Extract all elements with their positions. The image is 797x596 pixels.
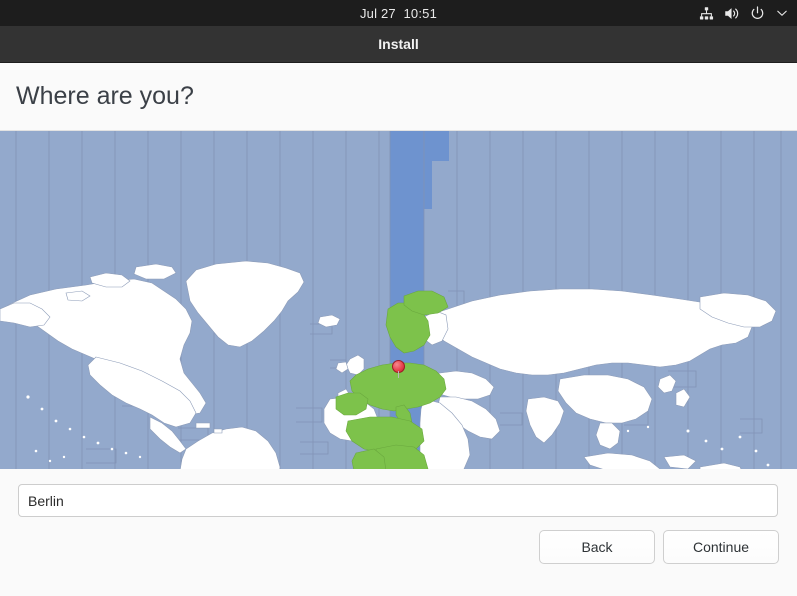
landmass-arctic-islands [89,272,131,288]
continue-button[interactable]: Continue [663,530,779,564]
region-spain [335,392,369,416]
landmass-iceland [317,314,341,328]
chevron-down-icon[interactable] [775,6,789,20]
region-northern-norway [403,290,449,316]
landmass-cuba [195,422,211,429]
landmass-new-guinea [699,462,742,469]
window-title-bar: Install [0,26,797,63]
landmass-russia [423,288,753,376]
world-map-svg[interactable]: .land { fill:#ffffff; stroke:#8d9cb8; st… [0,131,797,469]
landmass-south-america [180,426,281,469]
page-title: Where are you? [16,82,194,110]
landmass-indochina [595,422,621,450]
timezone-map[interactable]: .land { fill:#ffffff; stroke:#8d9cb8; st… [0,131,797,469]
landmass-alaska [0,302,51,328]
footer-buttons: Back Continue [539,530,779,564]
landmass-china [557,374,653,424]
landmass-siberia-east [699,292,777,328]
region-central-africa [375,444,429,469]
window-title: Install [378,36,419,52]
landmass-ireland [335,361,349,374]
volume-icon[interactable] [724,6,740,21]
footer-panel: Back Continue [0,469,797,596]
region-sahel [351,448,387,469]
pacific-islands [26,395,770,467]
landmass-arctic-islands-2 [133,263,177,280]
landmass-greenland [185,260,305,348]
landmass-hispaniola [213,428,223,434]
landmass-central-america [149,416,187,454]
landmass-indonesia [583,452,661,469]
page-heading-bar: Where are you? [0,63,797,131]
network-icon[interactable] [699,6,714,21]
power-icon[interactable] [750,5,765,21]
back-button[interactable]: Back [539,530,655,564]
landmass-usa [87,356,197,428]
landmass-japan-south [675,388,691,408]
landmass-sulawesi [663,454,697,469]
landmass-india [525,396,565,444]
landmass-arctic-islands-3 [65,290,91,302]
clock[interactable]: Jul 27 10:51 [359,5,438,21]
location-input[interactable] [18,484,778,517]
system-top-bar: Jul 27 10:51 [0,0,797,26]
landmass-japan [657,374,677,394]
system-tray [699,0,789,26]
